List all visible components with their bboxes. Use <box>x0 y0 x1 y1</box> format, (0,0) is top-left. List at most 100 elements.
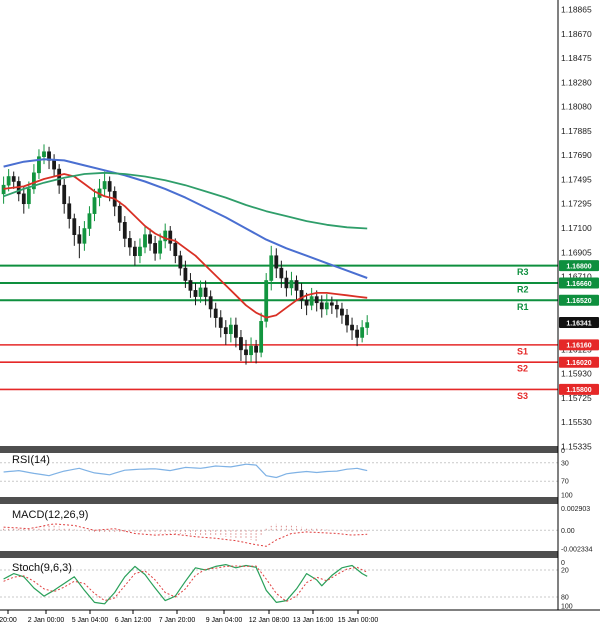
price-badge <box>559 383 599 395</box>
indicator-axis-label: 0.002903 <box>561 506 590 513</box>
candle-body <box>6 176 11 186</box>
candle-body <box>279 267 284 279</box>
candle-body <box>67 203 72 219</box>
y-axis-label: 1.15725 <box>561 393 592 403</box>
indicator-pane-2: 100 80 200 <box>0 560 573 611</box>
candle-body <box>138 246 142 257</box>
candle-body <box>355 329 360 338</box>
candle-body <box>304 300 309 306</box>
candle-body <box>234 324 238 338</box>
candle-body <box>168 230 173 244</box>
x-axis-label: 5 Jan 04:00 <box>72 617 109 624</box>
candle-body <box>314 296 319 304</box>
candle-body <box>289 280 294 289</box>
candle-body <box>274 255 279 269</box>
y-axis-label: 1.16710 <box>561 272 592 282</box>
price-badge-text: 1.16341 <box>566 320 591 327</box>
candle-body <box>193 290 198 297</box>
axis-frame <box>0 0 600 611</box>
level-label-R1: R1 <box>517 302 529 312</box>
sr-level-lines <box>0 264 558 391</box>
candle-body <box>329 302 334 306</box>
y-axis-label: 1.17100 <box>561 223 592 233</box>
candle-body <box>350 324 354 331</box>
candle-body <box>92 197 97 214</box>
candle-body <box>163 230 168 242</box>
price-badge-text: 1.16520 <box>566 298 591 305</box>
candle-body <box>107 181 112 192</box>
y-axis-label: 1.18280 <box>561 77 592 87</box>
indicator-axis-label: 20 <box>561 568 569 575</box>
level-label-S1: S1 <box>517 346 528 356</box>
candle-body <box>77 234 82 244</box>
candle-body <box>153 243 158 254</box>
candle-body <box>31 172 36 190</box>
candle-body <box>299 290 304 301</box>
candle-body <box>87 213 92 229</box>
candle-body <box>198 287 203 297</box>
candle-body <box>208 296 213 310</box>
ma-fast-red <box>3 173 368 319</box>
candle-body <box>218 317 223 328</box>
candle-body <box>203 287 208 297</box>
indicator-pane-1: 0.002903 0.00 -0.002334 <box>0 506 593 554</box>
candle-body <box>188 280 193 291</box>
candle-body <box>11 176 16 182</box>
indicator-axis-label: 0 <box>561 448 565 455</box>
candle-body <box>269 255 274 281</box>
moving-averages <box>3 158 368 319</box>
candle-body <box>82 228 87 244</box>
candle-body <box>345 314 349 326</box>
candle-body <box>309 296 314 306</box>
indicator-axis-label: 70 <box>561 479 569 486</box>
candle-body <box>334 304 339 310</box>
price-badge <box>559 356 599 368</box>
candle-body <box>259 321 264 353</box>
price-badge-text: 1.16160 <box>566 343 591 350</box>
stoch-pane-title: Stoch(9,6,3) <box>12 562 72 574</box>
x-axis-label: 12 Jan 08:00 <box>249 617 290 624</box>
sr-level-badges: R3 1.16800 R2 1.16660 R1 1.16520 1.16341 S1 1.16… <box>517 260 599 401</box>
level-label-S3: S3 <box>517 391 528 401</box>
y-axis-label: 1.18475 <box>561 53 592 63</box>
price-badge-text: 1.15800 <box>566 387 591 394</box>
candle-body <box>294 280 299 291</box>
x-axis-label: 13 Jan 16:00 <box>293 617 334 624</box>
ma-slow-blue <box>3 158 368 279</box>
candle-body <box>102 181 107 190</box>
candle-body <box>148 234 152 244</box>
candle-body <box>178 255 183 269</box>
candle-body <box>62 184 67 205</box>
macd-pane-title: MACD(12,26,9) <box>12 509 89 521</box>
x-axis-label: 9 Jan 04:00 <box>206 617 243 624</box>
candle-body <box>52 160 57 170</box>
candle-body <box>254 345 259 353</box>
price-badge <box>559 260 599 272</box>
x-axis-label: 2 Jan 00:00 <box>28 617 65 624</box>
candle-body <box>284 277 289 289</box>
macd-signal <box>3 523 368 547</box>
candle-body <box>365 322 370 328</box>
candle-body <box>37 156 41 174</box>
price-badge <box>559 294 599 306</box>
candle-body <box>122 222 127 239</box>
y-axis-label: 1.18670 <box>561 29 592 39</box>
candle-body <box>143 234 147 248</box>
price-badge <box>559 277 599 289</box>
level-label-R2: R2 <box>517 284 529 294</box>
y-axis-label: 1.17495 <box>561 174 592 184</box>
candle-body <box>21 193 26 205</box>
y-axis-label: 1.15335 <box>561 442 592 452</box>
rsi-line <box>3 463 368 479</box>
candle-body <box>173 243 178 257</box>
candle-body <box>42 151 46 157</box>
indicator-axis-label: 100 <box>561 604 573 611</box>
x-axis-labels: 20:00 2 Jan 00:00 5 Jan 04:00 6 Jan 12:00 7 … <box>0 610 378 624</box>
indicator-axis-label: 0.00 <box>561 528 575 535</box>
x-axis-label: 20:00 <box>0 617 17 624</box>
y-axis-label: 1.18080 <box>561 102 592 112</box>
rsi-pane-title: RSI(14) <box>12 454 50 466</box>
